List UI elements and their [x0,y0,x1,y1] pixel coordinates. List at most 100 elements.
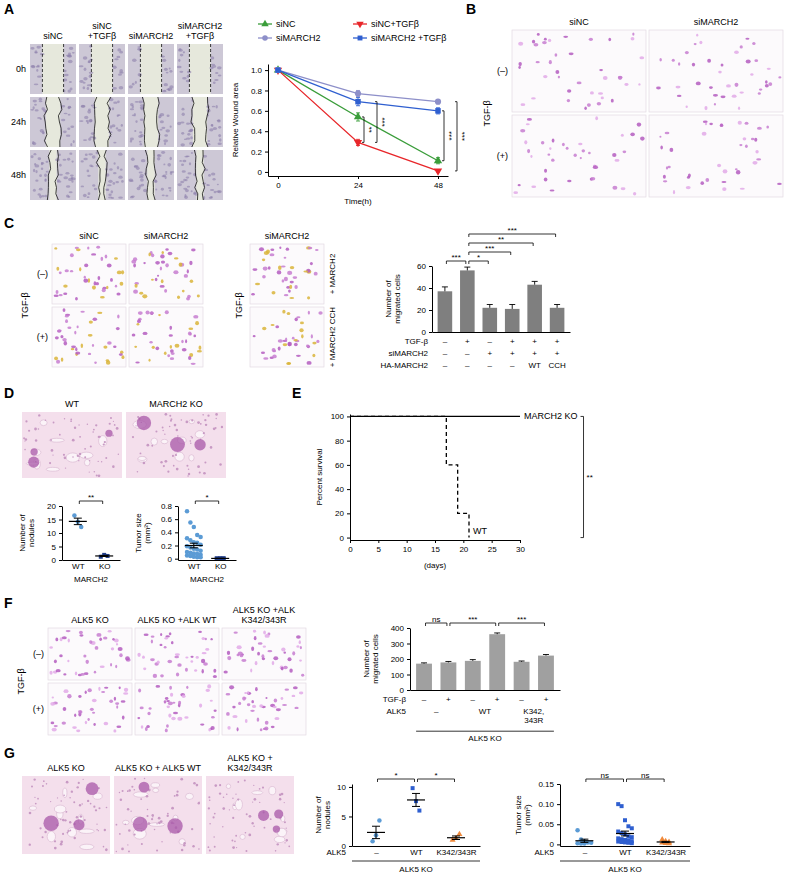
column-label: siMARCH2+TGFβ [178,21,223,41]
text-line: 343R [524,716,543,725]
image-texture [170,420,172,422]
image-texture [294,707,298,709]
image-texture [209,850,211,852]
image-texture [250,668,252,672]
image [222,683,306,735]
image-texture [253,630,256,633]
wound-edge [104,150,107,200]
image-texture [259,247,264,251]
tick-label: 10 [403,545,412,554]
image-texture [232,706,235,709]
tick-label: 20 [417,306,426,315]
error-bar [509,305,515,309]
image-texture [201,659,205,663]
wound-edge [153,150,156,200]
image-texture [179,263,183,267]
image-texture [60,819,62,821]
image-texture [110,278,113,282]
image-texture [112,435,114,437]
error-bar [543,655,549,656]
image-texture [34,84,39,86]
tick-mark [438,176,439,179]
image-background [250,307,324,367]
image-texture [63,293,67,296]
image-texture [116,427,119,430]
image-texture [39,188,43,191]
image-texture [233,804,235,806]
image-texture [281,697,284,700]
image-texture [292,651,295,655]
error-bar [532,281,538,284]
tick-mark [492,540,493,543]
image-texture [119,353,123,356]
image-texture [140,707,144,710]
image-texture [204,461,206,463]
axis-title: Relative Wound area [231,82,240,157]
image-texture [162,430,163,431]
image-texture [33,169,35,172]
image-texture [64,689,69,693]
image-texture [284,802,285,803]
image-texture [74,714,76,717]
image-texture [116,292,120,295]
image-texture [140,118,144,121]
image-texture [265,634,270,638]
image-texture [70,253,74,257]
wound-edge [47,150,51,200]
image-texture [88,153,93,155]
image-texture [73,801,75,803]
image-texture [187,172,191,174]
marker [435,99,441,105]
significance-label: *** [460,132,469,141]
image-texture [158,821,161,824]
image-texture [513,191,518,194]
image-texture [633,192,636,196]
tick-mark [407,659,410,660]
image-texture [160,129,163,131]
image-texture [147,712,150,715]
image-texture [112,182,115,185]
image-texture [70,175,74,177]
image-texture [286,828,287,829]
image-texture [79,634,83,636]
image [48,628,132,680]
table-row-label: TGF-β [383,695,407,704]
legend-marker [358,36,363,41]
tick-mark [407,540,408,543]
image-texture [151,640,153,644]
significance-label: *** [447,131,456,140]
image-background [144,97,158,147]
bar [505,309,520,332]
image-texture [116,824,118,826]
image-texture [141,843,143,845]
image-texture [59,434,61,436]
image-texture [593,165,598,169]
image-background [222,628,306,680]
image-texture [84,68,87,71]
image-texture [108,193,111,196]
image-texture [177,717,182,721]
tick-label: WT [410,848,423,857]
image-texture [64,457,67,460]
image-texture [203,432,205,434]
image-texture [165,263,169,267]
column-label: MARCH2 KO [149,399,203,409]
image-texture [720,123,723,126]
image-texture [278,339,283,342]
y-axis: 0510 [337,783,352,851]
image-texture [156,849,158,851]
image-texture [135,81,137,84]
image-texture [739,91,743,93]
image-texture [567,99,570,102]
image-texture [631,37,635,41]
image-texture [598,92,603,95]
tick: KO [99,562,111,571]
image-texture [33,778,35,780]
image-texture [183,179,186,182]
image-texture [588,152,591,155]
tick-label: 5 [342,813,347,822]
image-texture [293,339,297,341]
image-texture [52,696,54,698]
data-point [377,818,382,823]
image-texture [299,640,301,644]
